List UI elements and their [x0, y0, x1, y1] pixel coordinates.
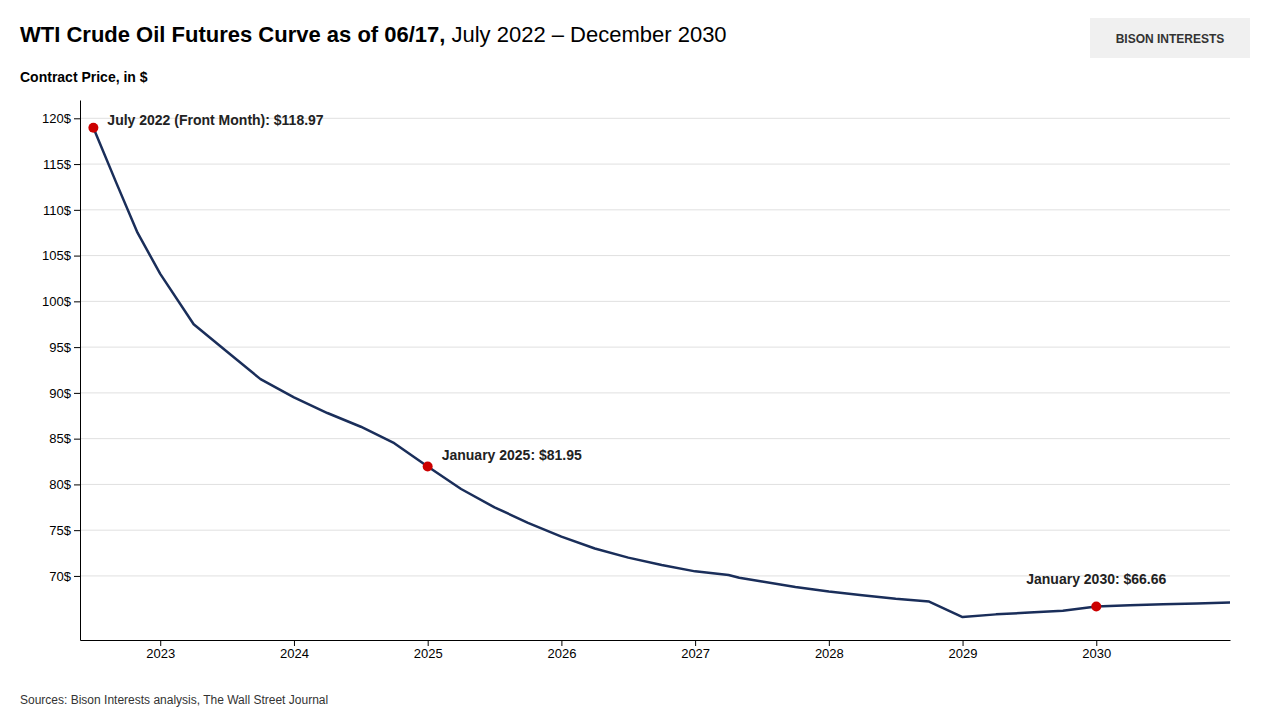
x-tick: 2025 — [414, 640, 443, 661]
annotation: January 2025: $81.95 — [442, 447, 582, 463]
y-axis-title: Contract Price, in $ — [20, 69, 148, 85]
y-tick-label: 110$ — [43, 202, 72, 217]
logo-text: BISON INTERESTS — [1116, 32, 1225, 46]
y-tick: 95$ — [49, 340, 80, 355]
y-tick-mark — [74, 256, 80, 257]
grid-line — [80, 301, 1230, 302]
y-tick: 110$ — [43, 202, 80, 217]
x-tick: 2030 — [1082, 640, 1111, 661]
x-axis-line — [81, 640, 1231, 641]
y-tick: 105$ — [42, 248, 80, 263]
plot: 2023 2024 2025 2026 2027 2028 2029 2030 70$ 75$ 80… — [42, 101, 1230, 662]
x-tick-mark — [561, 640, 562, 646]
title-line: WTI Crude Oil Futures Curve as of 06/17,… — [20, 22, 727, 47]
x-tick-label: 2024 — [280, 646, 309, 661]
y-tick-label: 120$ — [42, 111, 72, 126]
x-tick: 2024 — [280, 640, 309, 661]
y-tick-mark — [74, 164, 80, 165]
y-tick: 120$ — [42, 111, 80, 126]
logo: BISON INTERESTS — [1090, 18, 1250, 58]
y-tick-mark — [74, 530, 80, 531]
chart: WTI Crude Oil Futures Curve as of 06/17,… — [0, 0, 1280, 720]
y-tick-label: 70$ — [49, 569, 71, 584]
x-tick-label: 2028 — [815, 646, 844, 661]
grid-line — [80, 438, 1230, 439]
y-tick-mark — [74, 301, 80, 302]
y-tick-mark — [74, 576, 80, 577]
y-tick-label: 85$ — [49, 431, 71, 446]
x-tick-label: 2030 — [1082, 646, 1111, 661]
y-axis: 70$ 75$ 80$ 85$ 90$ 95$ 100$ 105$ 110$ 115$ 120$ — [42, 101, 80, 641]
source: Sources: Bison Interests analysis, The W… — [20, 693, 328, 707]
grid-line — [80, 209, 1230, 210]
subtitle: July 2022 – December 2030 — [451, 22, 726, 47]
marks — [88, 123, 1230, 617]
annotation: January 2030: $66.66 — [1026, 571, 1166, 587]
y-tick-label: 100$ — [42, 294, 72, 309]
grid-line — [80, 164, 1230, 165]
y-tick: 80$ — [49, 477, 80, 492]
x-axis: 2023 2024 2025 2026 2027 2028 2029 2030 — [81, 640, 1231, 661]
y-tick: 115$ — [43, 157, 80, 172]
x-tick-mark — [963, 640, 964, 646]
grid — [80, 118, 1230, 576]
x-tick: 2028 — [815, 640, 844, 661]
y-tick-label: 115$ — [43, 157, 72, 172]
x-tick: 2026 — [547, 640, 576, 661]
title: WTI Crude Oil Futures Curve as of 06/17, — [20, 22, 445, 47]
x-tick-label: 2027 — [681, 646, 710, 661]
y-tick: 100$ — [42, 294, 80, 309]
grid-line — [80, 255, 1230, 256]
grid-line — [80, 347, 1230, 348]
x-tick-mark — [1096, 640, 1097, 646]
x-tick-mark — [428, 640, 429, 646]
y-tick-mark — [74, 439, 80, 440]
x-tick-mark — [160, 640, 161, 646]
y-tick-mark — [74, 118, 80, 119]
y-tick: 85$ — [49, 431, 80, 446]
y-tick-mark — [74, 347, 80, 348]
y-tick-mark — [74, 393, 80, 394]
y-tick-label: 75$ — [49, 523, 71, 538]
x-tick-mark — [829, 640, 830, 646]
curve — [93, 128, 1230, 617]
logo-box — [1090, 18, 1250, 58]
y-tick-label: 95$ — [49, 340, 71, 355]
annotations: July 2022 (Front Month): $118.97 January … — [107, 112, 1166, 587]
x-tick-mark — [294, 640, 295, 646]
annotation: July 2022 (Front Month): $118.97 — [107, 112, 323, 128]
y-tick: 90$ — [49, 386, 80, 401]
y-tick: 70$ — [49, 569, 80, 584]
y-tick-label: 80$ — [49, 477, 71, 492]
y-tick-label: 105$ — [42, 248, 72, 263]
highlight-circle — [1091, 602, 1101, 612]
x-tick-label: 2023 — [146, 646, 175, 661]
x-tick-label: 2026 — [547, 646, 576, 661]
x-tick-label: 2025 — [414, 646, 443, 661]
x-tick: 2023 — [146, 640, 175, 661]
x-tick-label: 2029 — [949, 646, 978, 661]
x-tick: 2027 — [681, 640, 710, 661]
highlight-circle — [423, 462, 433, 472]
x-tick: 2029 — [949, 640, 978, 661]
y-axis-line — [80, 101, 81, 641]
grid-line — [80, 530, 1230, 531]
grid-line — [80, 392, 1230, 393]
y-tick-mark — [74, 484, 80, 485]
highlight-circle — [88, 123, 98, 133]
y-tick: 75$ — [49, 523, 80, 538]
x-tick-mark — [695, 640, 696, 646]
grid-line — [80, 484, 1230, 485]
y-tick-label: 90$ — [49, 386, 71, 401]
y-tick-mark — [74, 210, 80, 211]
